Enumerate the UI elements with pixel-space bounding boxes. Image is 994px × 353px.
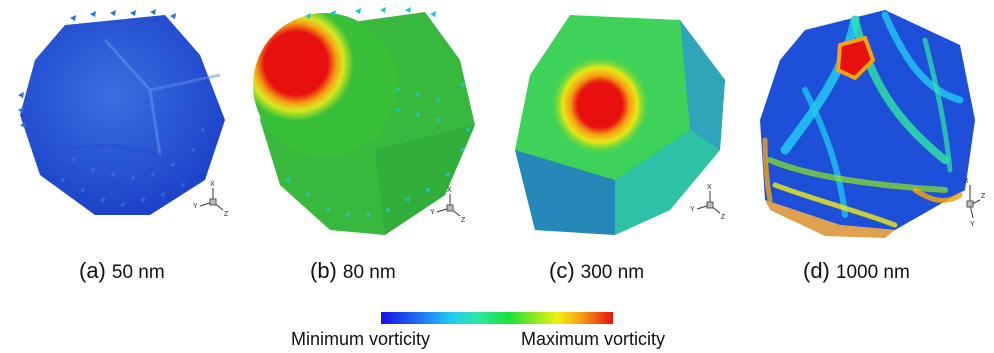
axis-z-label-a: Z <box>224 211 229 218</box>
velocity-arrows-b <box>285 7 470 217</box>
axis-z-label-b: Z <box>461 217 466 224</box>
axis-triad-a <box>199 188 224 211</box>
nanoparticle-a <box>20 15 225 215</box>
axis-z-label-c: Z <box>721 214 726 221</box>
colorbar-min-label: Minimum vorticity <box>291 329 431 349</box>
caption-b: (b) 80 nm <box>310 258 396 284</box>
panel-b-image: X Y Z <box>253 7 475 235</box>
caption-c-size: 300 nm <box>580 262 645 283</box>
velocity-arrows-a <box>18 9 205 207</box>
axis-x-label-b: X <box>447 187 452 194</box>
caption-b-size: 80 nm <box>342 262 396 283</box>
vorticity-colorbar <box>381 312 613 324</box>
caption-a: (a) 50 nm <box>79 258 165 284</box>
axis-x-label-a: X <box>210 181 215 188</box>
caption-b-letter: (b) <box>310 258 337 283</box>
panel-a-image: X Y Z <box>18 9 229 218</box>
caption-a-letter: (a) <box>79 258 106 283</box>
axis-triad-d <box>966 185 981 219</box>
caption-c: (c) 300 nm <box>549 258 644 284</box>
caption-a-size: 50 nm <box>111 262 165 283</box>
axis-x-label-c: X <box>707 184 712 191</box>
axis-y-label-d: Y <box>970 221 975 228</box>
axis-triad-b <box>436 194 461 217</box>
axis-x-label-d: X <box>964 178 969 185</box>
colorbar-max-label: Maximum vorticity <box>521 329 666 349</box>
caption-d-letter: (d) <box>803 258 830 283</box>
caption-d: (d) 1000 nm <box>803 258 910 284</box>
caption-c-letter: (c) <box>549 258 575 283</box>
panel-c-image: X Y Z <box>515 15 726 235</box>
axis-y-label-a: Y <box>193 203 198 210</box>
axis-y-label-c: Y <box>690 206 695 213</box>
caption-d-size: 1000 nm <box>835 262 910 283</box>
panel-d-image: X Z Y <box>760 10 986 238</box>
axis-y-label-b: Y <box>430 209 435 216</box>
axis-z-label-d: Z <box>981 193 986 200</box>
axis-triad-c <box>696 191 721 214</box>
